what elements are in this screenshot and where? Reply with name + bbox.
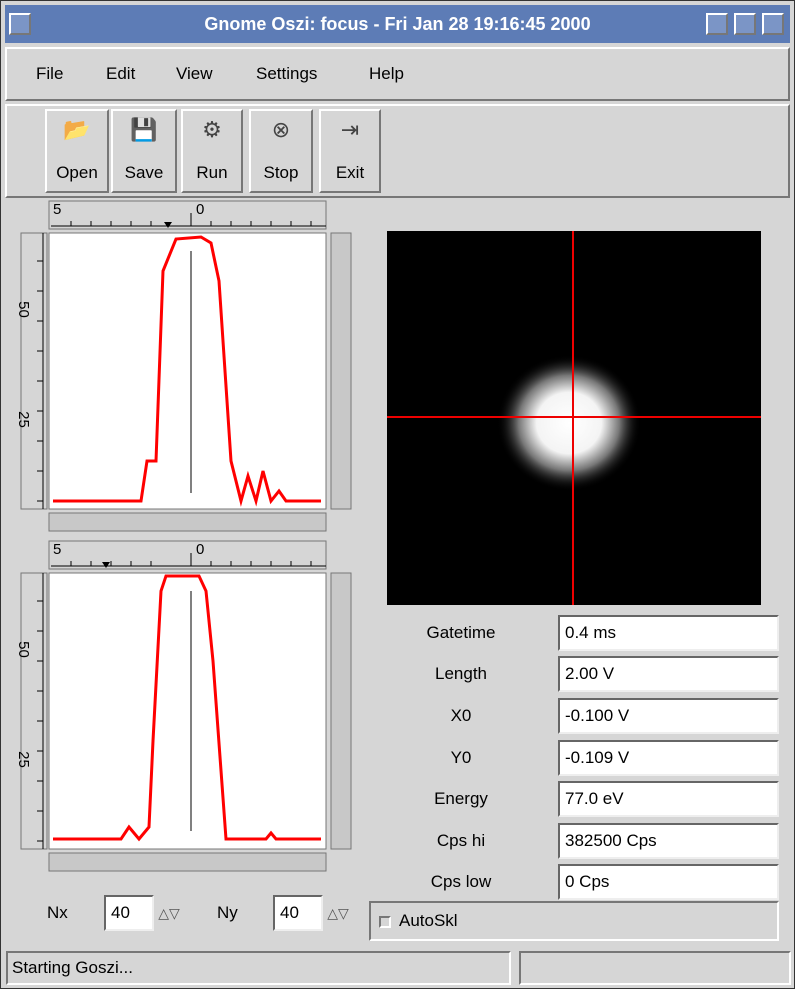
- plot-area: [49, 573, 326, 849]
- side-ruler-label: 25: [15, 751, 32, 768]
- status-progress: [519, 951, 791, 985]
- ruler-label: 5: [53, 201, 61, 218]
- spin-input[interactable]: 40: [273, 895, 323, 931]
- beam-spot: [497, 355, 641, 491]
- field-value[interactable]: 0 Cps: [558, 864, 779, 900]
- field-label: Cps low: [381, 864, 541, 900]
- ruler-label: 0: [196, 201, 204, 218]
- spin-arrows[interactable]: △▽: [160, 895, 178, 931]
- spin-input[interactable]: 40: [104, 895, 154, 931]
- checkbox-label: AutoSkl: [399, 911, 458, 931]
- ruler-label: 5: [53, 541, 61, 558]
- field-value[interactable]: -0.100 V: [558, 698, 779, 734]
- h-scrollbar[interactable]: [49, 853, 326, 871]
- field-value[interactable]: 2.00 V: [558, 656, 779, 692]
- field-label: Cps hi: [381, 823, 541, 859]
- field-label: X0: [381, 698, 541, 734]
- spin-label: Ny: [217, 903, 238, 923]
- side-ruler-label: 25: [15, 411, 32, 428]
- field-label: Gatetime: [381, 615, 541, 651]
- spin-label: Nx: [47, 903, 68, 923]
- beam-image: [387, 231, 761, 605]
- v-scrollbar[interactable]: [331, 573, 351, 849]
- field-value[interactable]: 77.0 eV: [558, 781, 779, 817]
- side-ruler-label: 50: [15, 641, 32, 658]
- field-value[interactable]: 382500 Cps: [558, 823, 779, 859]
- field-label: Energy: [381, 781, 541, 817]
- ruler-label: 0: [196, 541, 204, 558]
- plot-area: [49, 233, 326, 509]
- plot-1: [21, 201, 351, 531]
- status-text: Starting Goszi...: [12, 958, 133, 978]
- side-ruler-label: 50: [15, 301, 32, 318]
- field-value[interactable]: -0.109 V: [558, 740, 779, 776]
- spin-arrows[interactable]: △▽: [329, 895, 347, 931]
- v-scrollbar[interactable]: [331, 233, 351, 509]
- field-label: Y0: [381, 740, 541, 776]
- field-label: Length: [381, 656, 541, 692]
- field-value[interactable]: 0.4 ms: [558, 615, 779, 651]
- plot-2: [21, 541, 351, 871]
- window: Gnome Oszi: focus - Fri Jan 28 19:16:45 …: [0, 0, 795, 989]
- h-scrollbar[interactable]: [49, 513, 326, 531]
- status-bar: Starting Goszi...: [6, 951, 511, 985]
- checkbox[interactable]: [379, 916, 391, 928]
